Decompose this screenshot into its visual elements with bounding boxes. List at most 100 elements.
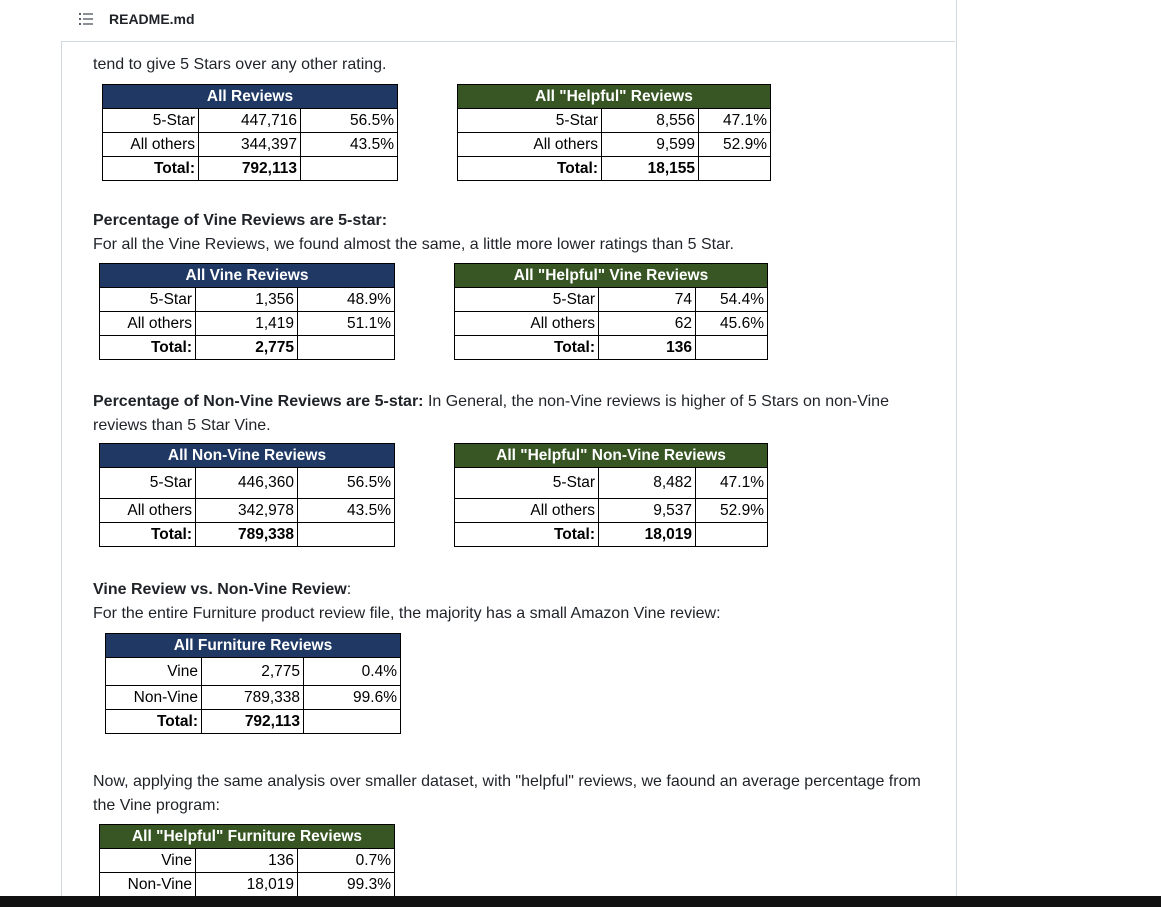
table-row: 5-Star 8,556 47.1%: [457, 108, 771, 133]
file-header: README.md: [61, 0, 955, 42]
row-label: All others: [457, 132, 602, 157]
row-label: Non-Vine: [99, 872, 196, 897]
row-percent: [695, 335, 768, 360]
row-percent: 99.6%: [303, 685, 401, 710]
table-all-reviews: All Reviews 5-Star 447,716 56.5% All others 3…: [102, 84, 398, 181]
table-row: All others 9,537 52.9%: [454, 498, 768, 523]
row-count: 1,419: [195, 311, 298, 336]
row-count: 9,599: [601, 132, 699, 157]
row-percent: 99.3%: [297, 872, 395, 897]
row-label: All others: [454, 498, 599, 523]
row-count: 18,019: [195, 872, 298, 897]
table-vine-reviews: All Vine Reviews 5-Star 1,356 48.9% All othe…: [99, 263, 395, 360]
intro-text: tend to give 5 Stars over any other rati…: [93, 56, 387, 73]
row-percent: 51.1%: [297, 311, 395, 336]
row-label: Total:: [454, 335, 599, 360]
table-helpful-reviews: All "Helpful" Reviews 5-Star 8,556 47.1% All…: [457, 84, 771, 181]
table-helpful-nonvine-reviews: All "Helpful" Non-Vine Reviews 5-Star 8,48…: [454, 443, 768, 547]
row-count: 2,775: [201, 657, 304, 686]
row-label: 5-Star: [99, 467, 196, 499]
row-count: 2,775: [195, 335, 298, 360]
row-label: 5-Star: [457, 108, 602, 133]
table-row: Total: 18,155: [457, 156, 771, 181]
table-row: All others 342,978 43.5%: [99, 498, 395, 523]
table-title: All Reviews: [102, 84, 398, 109]
table-row: Vine 2,775 0.4%: [105, 657, 401, 686]
row-percent: [303, 709, 401, 734]
row-count: 62: [598, 311, 696, 336]
row-count: 18,019: [598, 522, 696, 547]
row-label: Total:: [105, 709, 202, 734]
row-percent: [297, 522, 395, 547]
row-label: Total:: [454, 522, 599, 547]
table-title: All Non-Vine Reviews: [99, 443, 395, 468]
row-count: 789,338: [201, 685, 304, 710]
table-row: Total: 792,113: [102, 156, 398, 181]
row-label: Total:: [457, 156, 602, 181]
row-percent: 0.4%: [303, 657, 401, 686]
row-percent: 47.1%: [695, 467, 768, 499]
table-row: All others 344,397 43.5%: [102, 132, 398, 157]
row-percent: 43.5%: [297, 498, 395, 523]
vine-text: For all the Vine Reviews, we found almos…: [93, 236, 734, 253]
list-icon[interactable]: [79, 12, 93, 26]
table-title: All Vine Reviews: [99, 263, 395, 288]
row-percent: 45.6%: [695, 311, 768, 336]
row-label: Total:: [99, 522, 196, 547]
table-title: All "Helpful" Reviews: [457, 84, 771, 109]
row-count: 8,556: [601, 108, 699, 133]
row-percent: 48.9%: [297, 287, 395, 312]
row-percent: [300, 156, 398, 181]
row-label: All others: [99, 311, 196, 336]
row-label: All others: [102, 132, 199, 157]
table-row: 5-Star 447,716 56.5%: [102, 108, 398, 133]
row-count: 342,978: [195, 498, 298, 523]
row-count: 344,397: [198, 132, 301, 157]
row-label: Total:: [102, 156, 199, 181]
table-row: Total: 789,338: [99, 522, 395, 547]
row-percent: [297, 335, 395, 360]
vs-text: For the entire Furniture product review …: [93, 605, 721, 622]
row-percent: 47.1%: [698, 108, 771, 133]
row-label: Vine: [99, 848, 196, 873]
table-title: All "Helpful" Non-Vine Reviews: [454, 443, 768, 468]
table-row: Total: 2,775: [99, 335, 395, 360]
row-count: 792,113: [201, 709, 304, 734]
row-percent: [695, 522, 768, 547]
row-label: Vine: [105, 657, 202, 686]
row-percent: 43.5%: [300, 132, 398, 157]
row-label: All others: [99, 498, 196, 523]
table-row: Vine 136 0.7%: [99, 848, 395, 873]
table-nonvine-reviews: All Non-Vine Reviews 5-Star 446,360 56.5% Al…: [99, 443, 395, 547]
table-row: All others 1,419 51.1%: [99, 311, 395, 336]
row-count: 447,716: [198, 108, 301, 133]
table-row: 5-Star 1,356 48.9%: [99, 287, 395, 312]
table-helpful-furniture-reviews: All "Helpful" Furniture Reviews Vine 136 0.…: [99, 824, 395, 897]
table-title: All Furniture Reviews: [105, 633, 401, 658]
row-label: 5-Star: [454, 287, 599, 312]
vine-heading: Percentage of Vine Reviews are 5-star:: [93, 212, 388, 229]
row-label: Non-Vine: [105, 685, 202, 710]
helpful-text: Now, applying the same analysis over sma…: [93, 773, 921, 814]
row-label: 5-Star: [99, 287, 196, 312]
row-count: 9,537: [598, 498, 696, 523]
table-row: Non-Vine 18,019 99.3%: [99, 872, 395, 897]
table-helpful-vine-reviews: All "Helpful" Vine Reviews 5-Star 74 54.4% A…: [454, 263, 768, 360]
table-row: 5-Star 74 54.4%: [454, 287, 768, 312]
table-title: All "Helpful" Furniture Reviews: [99, 824, 395, 849]
row-count: 789,338: [195, 522, 298, 547]
row-count: 74: [598, 287, 696, 312]
row-count: 1,356: [195, 287, 298, 312]
row-count: 446,360: [195, 467, 298, 499]
row-count: 8,482: [598, 467, 696, 499]
row-percent: [698, 156, 771, 181]
row-percent: 0.7%: [297, 848, 395, 873]
table-row: 5-Star 8,482 47.1%: [454, 467, 768, 499]
bottom-bar: [0, 896, 1161, 907]
row-count: 136: [598, 335, 696, 360]
row-label: Total:: [99, 335, 196, 360]
table-row: Non-Vine 789,338 99.6%: [105, 685, 401, 710]
table-row: Total: 136: [454, 335, 768, 360]
row-count: 18,155: [601, 156, 699, 181]
table-title: All "Helpful" Vine Reviews: [454, 263, 768, 288]
